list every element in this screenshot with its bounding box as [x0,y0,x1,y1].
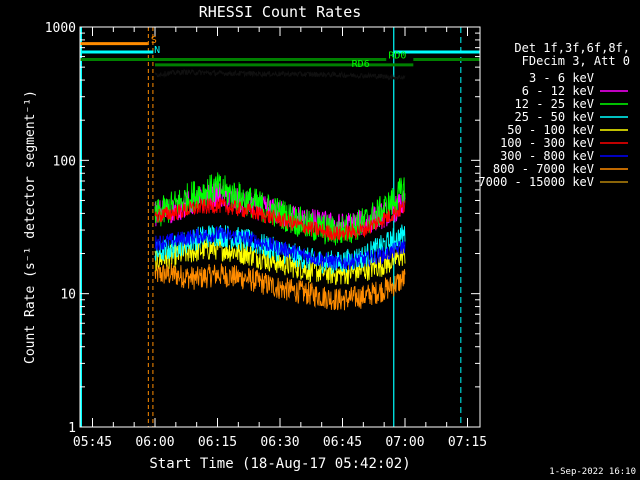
series-line-50-100-keVkev [154,236,406,286]
chart-title: RHESSI Count Rates [199,3,362,21]
legend: Det 1f,3f,6f,8f, FDecim 3, Att 0 3 - 6 k… [478,41,630,189]
annotation-rd0: RD0 [388,51,406,62]
plot-markers: SN RD0 RD6 [80,35,480,70]
legend-label: 6 - 12 keV [522,84,594,98]
y-axis: 1 10 100 1000 [45,21,480,436]
y-tick-label: 1 [68,421,76,436]
plot-lines [80,27,462,427]
plot-series [154,68,406,311]
x-tick-label: 07:15 [448,435,487,450]
series-line-100-300-keVkev [154,197,406,242]
y-tick-label: 100 [53,154,76,169]
legend-label: 25 - 50 keV [515,110,594,124]
series-line-300-800-keVkev [154,226,406,271]
annotation-rd6: RD6 [352,59,370,70]
legend-label: 12 - 25 keV [515,97,594,111]
annotation-s: S [151,35,157,46]
legend-label: 50 - 100 keV [507,123,594,137]
x-tick-label: 05:45 [73,435,112,450]
series-line-12-25-keVkev [154,172,406,246]
legend-label: 100 - 300 keV [500,136,594,150]
series-line-3-6-keVkev [154,68,406,81]
y-axis-label: Count Rate (s⁻¹ detector segment⁻¹) [23,90,38,364]
annotation-n: N [154,45,160,56]
series-line-800-7000-keVkev [154,262,406,311]
legend-header-line-2: FDecim 3, Att 0 [522,54,630,68]
y-tick-label: 10 [60,288,76,303]
legend-label: 3 - 6 keV [529,71,594,85]
x-tick-label: 07:00 [385,435,424,450]
x-tick-label: 06:30 [260,435,299,450]
x-axis-label: Start Time (18-Aug-17 05:42:02) [149,456,410,472]
y-tick-label: 1000 [45,21,76,36]
x-axis: 05:45 06:00 06:15 06:30 06:45 07:00 07:15 [73,27,487,450]
legend-header-line-1: Det 1f,3f,6f,8f, [514,41,630,55]
legend-label: 800 - 7000 keV [493,162,594,176]
x-tick-label: 06:45 [323,435,362,450]
x-tick-label: 06:15 [198,435,237,450]
legend-label: 7000 - 15000 keV [478,175,594,189]
legend-label: 300 - 800 keV [500,149,594,163]
footer-timestamp: 1-Sep-2022 16:10 [549,467,636,477]
x-tick-label: 06:00 [135,435,174,450]
plot-frame [79,26,481,428]
